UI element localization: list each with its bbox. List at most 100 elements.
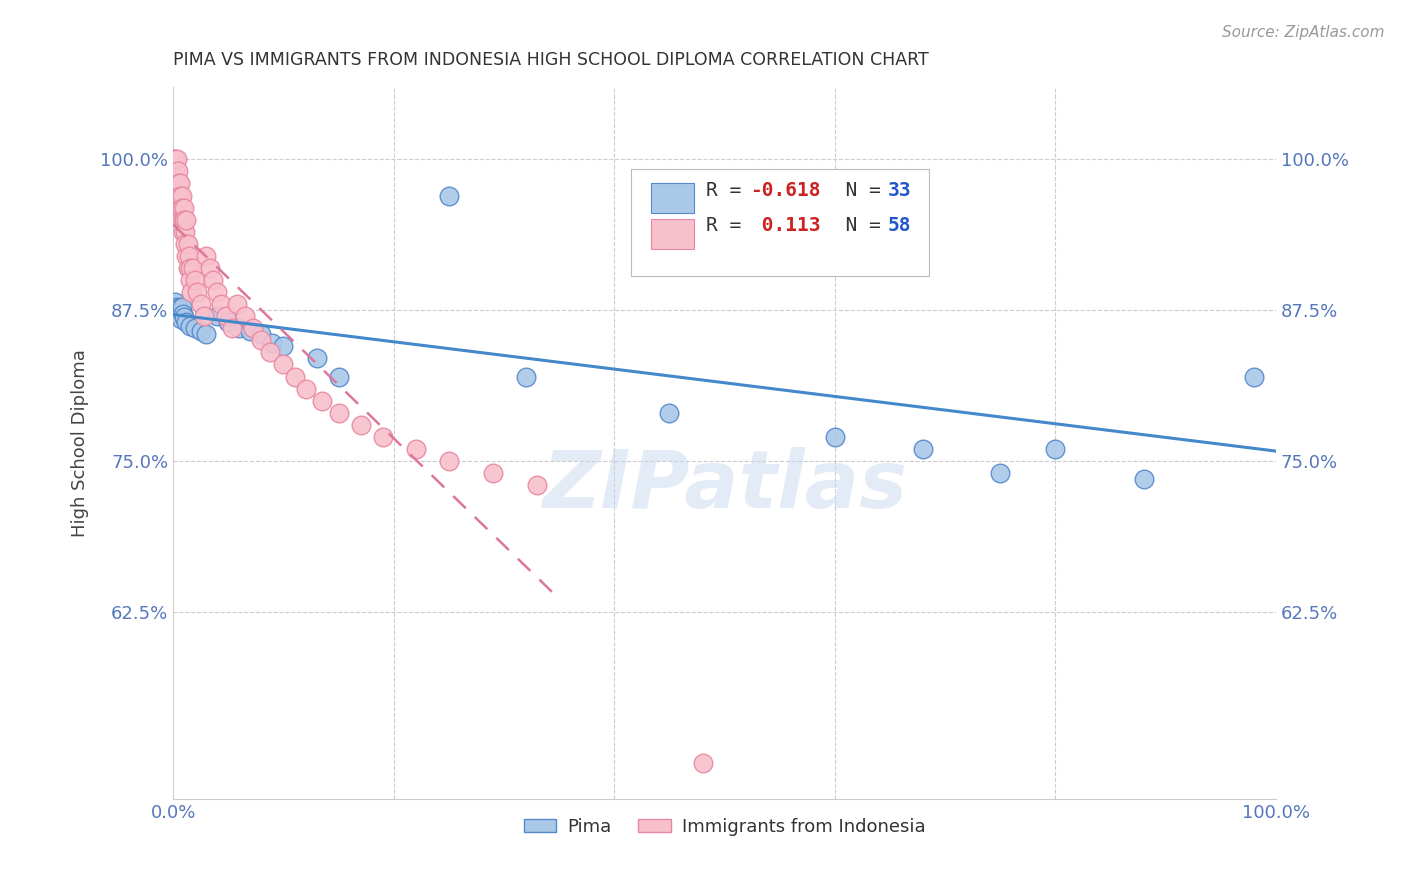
Point — [658, 406, 681, 420]
Text: R =: R = — [706, 181, 752, 200]
Point — [170, 201, 193, 215]
Point — [173, 310, 195, 325]
Point — [526, 478, 548, 492]
Point — [173, 212, 195, 227]
Point — [1045, 442, 1067, 456]
Point — [912, 442, 935, 456]
FancyBboxPatch shape — [651, 183, 693, 213]
Text: 58: 58 — [887, 216, 911, 235]
Point — [170, 212, 193, 227]
Point — [283, 369, 305, 384]
Point — [437, 454, 460, 468]
Point — [437, 188, 460, 202]
Point — [179, 318, 201, 333]
Point — [181, 260, 204, 275]
Point — [482, 466, 505, 480]
Legend: Pima, Immigrants from Indonesia: Pima, Immigrants from Indonesia — [516, 811, 932, 843]
Point — [328, 406, 350, 420]
FancyBboxPatch shape — [631, 169, 928, 276]
Point — [207, 285, 229, 299]
Point — [328, 369, 350, 384]
Point — [176, 260, 198, 275]
Point — [165, 294, 187, 309]
Point — [371, 430, 394, 444]
Point — [170, 188, 193, 202]
Text: -0.618: -0.618 — [749, 181, 821, 200]
Point — [239, 324, 262, 338]
Point — [201, 273, 224, 287]
Point — [221, 321, 243, 335]
Point — [228, 321, 250, 335]
Text: R =: R = — [706, 216, 752, 235]
Point — [217, 315, 239, 329]
Point — [262, 335, 284, 350]
Point — [167, 301, 190, 315]
Point — [226, 297, 249, 311]
Text: Source: ZipAtlas.com: Source: ZipAtlas.com — [1222, 25, 1385, 40]
Y-axis label: High School Diploma: High School Diploma — [72, 349, 89, 537]
Point — [195, 249, 218, 263]
Point — [176, 212, 198, 227]
Point — [180, 285, 202, 299]
Point — [166, 188, 188, 202]
Point — [163, 153, 186, 167]
Text: N =: N = — [821, 216, 893, 235]
Point — [173, 201, 195, 215]
Point — [250, 327, 273, 342]
Point — [207, 309, 229, 323]
Point — [824, 430, 846, 444]
Point — [190, 297, 212, 311]
Point — [166, 164, 188, 178]
Text: PIMA VS IMMIGRANTS FROM INDONESIA HIGH SCHOOL DIPLOMA CORRELATION CHART: PIMA VS IMMIGRANTS FROM INDONESIA HIGH S… — [173, 51, 929, 69]
Point — [177, 249, 200, 263]
Point — [167, 177, 190, 191]
Point — [167, 201, 190, 215]
Point — [1243, 369, 1265, 384]
Text: 0.113: 0.113 — [749, 216, 821, 235]
Point — [193, 309, 215, 323]
Point — [190, 324, 212, 338]
Point — [1132, 472, 1154, 486]
Point — [174, 236, 197, 251]
Point — [169, 177, 191, 191]
Point — [233, 309, 256, 323]
Point — [169, 308, 191, 322]
Point — [294, 382, 316, 396]
Point — [186, 285, 208, 299]
Point — [172, 212, 194, 227]
Point — [170, 311, 193, 326]
Point — [305, 351, 328, 366]
Point — [166, 177, 188, 191]
Point — [174, 225, 197, 239]
Point — [405, 442, 427, 456]
Point — [988, 466, 1011, 480]
Point — [242, 321, 264, 335]
Point — [350, 417, 373, 432]
Point — [176, 249, 198, 263]
Point — [176, 236, 198, 251]
Point — [176, 315, 198, 329]
Point — [198, 260, 221, 275]
Point — [184, 321, 207, 335]
Point — [250, 334, 273, 348]
Point — [172, 307, 194, 321]
Point — [165, 153, 187, 167]
Point — [166, 300, 188, 314]
Point — [215, 309, 238, 323]
Point — [184, 273, 207, 287]
Point — [273, 358, 295, 372]
Point — [179, 273, 201, 287]
Point — [172, 225, 194, 239]
Text: ZIPatlas: ZIPatlas — [543, 447, 907, 524]
Text: N =: N = — [821, 181, 893, 200]
Point — [179, 260, 201, 275]
FancyBboxPatch shape — [651, 219, 693, 249]
Point — [165, 164, 187, 178]
Point — [515, 369, 537, 384]
Text: 33: 33 — [887, 181, 911, 200]
Point — [166, 153, 188, 167]
Point — [209, 297, 232, 311]
Point — [169, 188, 191, 202]
Point — [692, 756, 714, 770]
Point — [273, 339, 295, 353]
